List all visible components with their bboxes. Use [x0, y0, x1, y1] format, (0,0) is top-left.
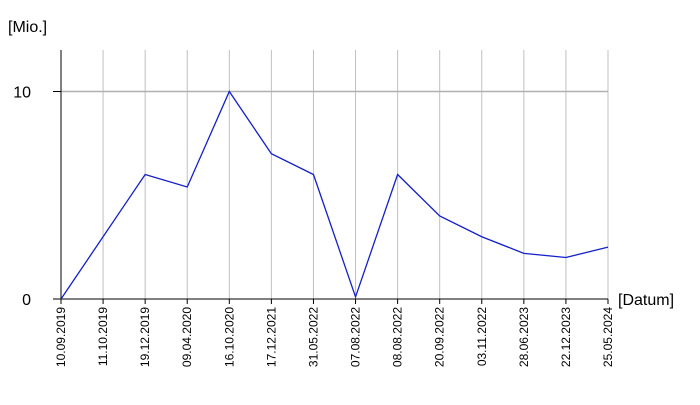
y-tick-label: 10: [13, 85, 31, 102]
x-tick-label: 19.12.2019: [138, 307, 152, 367]
x-tick-label: 22.12.2023: [559, 307, 573, 367]
x-tick-label: 16.10.2020: [222, 307, 236, 367]
x-tick-label: 17.12.2021: [264, 307, 278, 367]
x-tick-label: 08.08.2022: [391, 307, 405, 367]
x-tick-label: 28.06.2023: [517, 307, 531, 367]
x-tick-label: 31.05.2022: [306, 307, 320, 367]
x-axis-label: [Datum]: [618, 292, 674, 309]
x-tick-label: 07.08.2022: [349, 307, 363, 367]
y-tick-label: 0: [22, 292, 31, 309]
x-tick-label: 25.05.2024: [601, 307, 615, 367]
x-tick-label: 09.04.2020: [180, 307, 194, 367]
data-line: [60, 90, 609, 300]
x-tick-label: 11.10.2019: [96, 307, 110, 366]
x-tick-label: 03.11.2022: [475, 307, 489, 366]
x-tick-label: 20.09.2022: [433, 307, 447, 367]
x-tick-label: 10.09.2019: [54, 307, 68, 367]
y-axis-label: [Mio.]: [8, 19, 47, 36]
